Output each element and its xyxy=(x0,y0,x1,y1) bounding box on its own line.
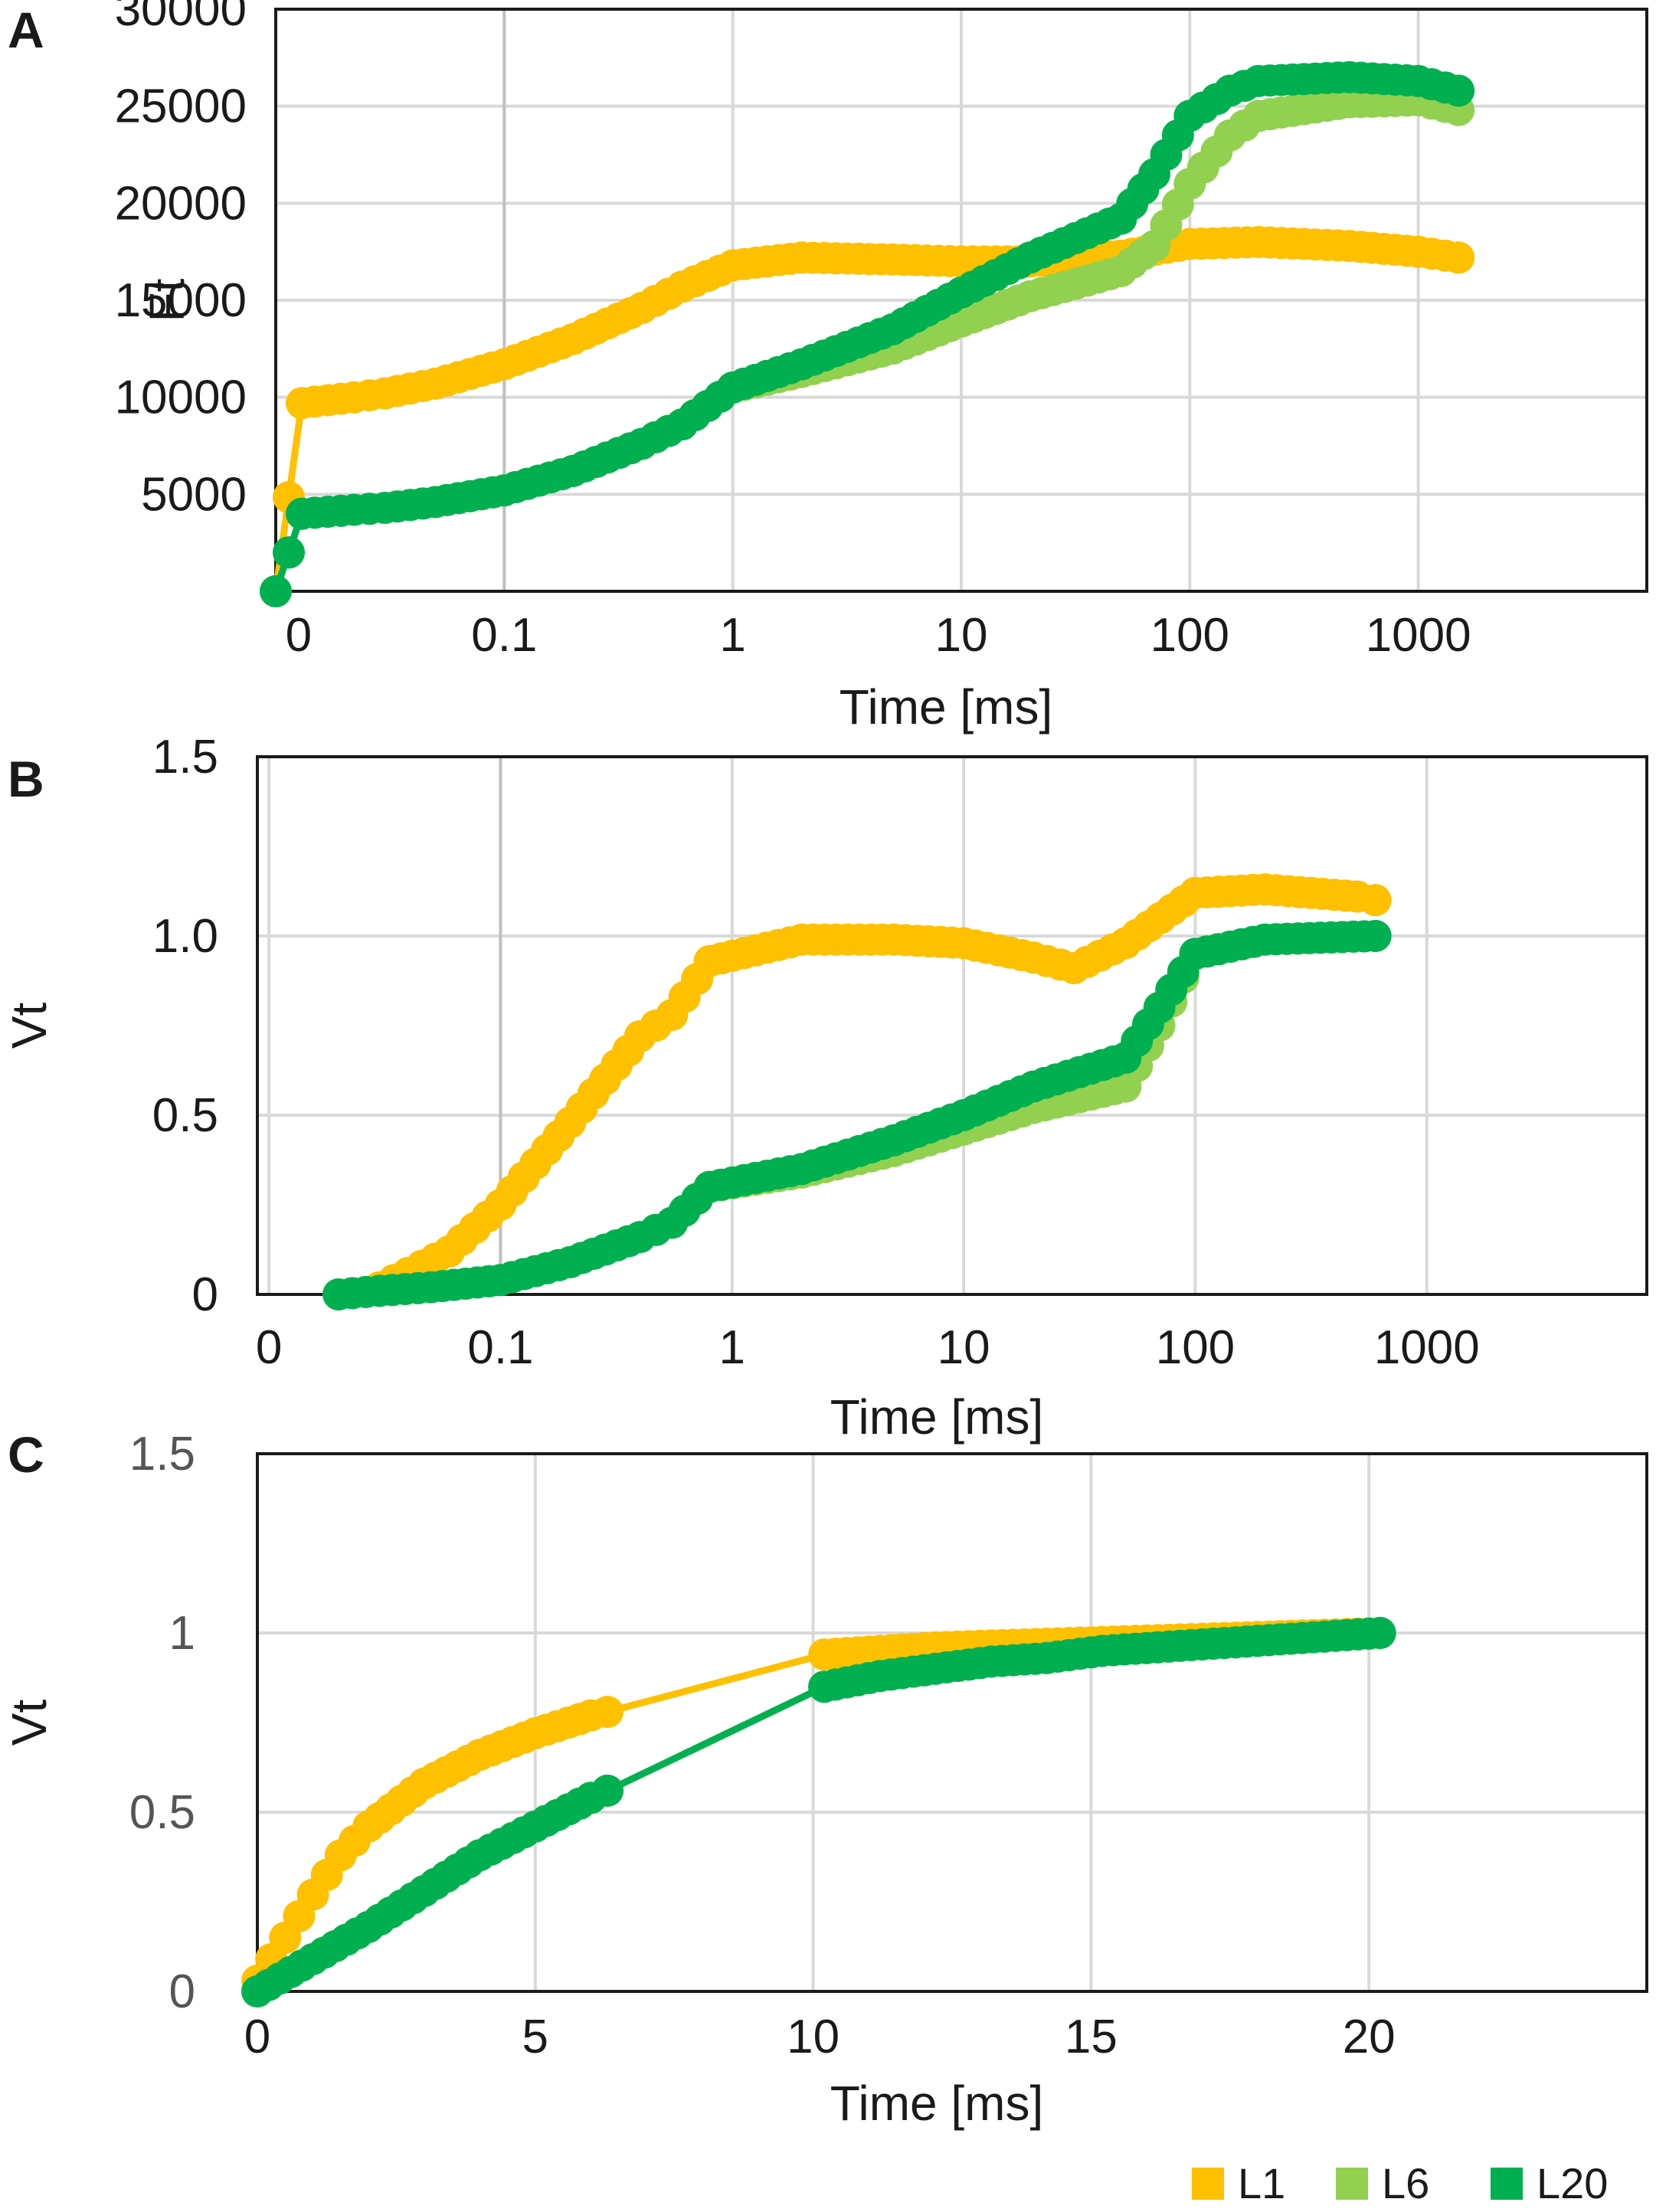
legend: L1 L6 L20 xyxy=(1192,2159,1608,2207)
y-tick-label: 1.0 xyxy=(152,910,218,963)
data-point-L1 xyxy=(591,1696,624,1728)
y-tick-label: 1.5 xyxy=(152,731,218,784)
y-tick-label: 30000 xyxy=(115,0,247,36)
x-tick-label: 10 xyxy=(938,1321,990,1374)
x-tick-label: 0 xyxy=(256,1321,282,1374)
series-L1 xyxy=(260,226,1475,607)
x-tick-label: 100 xyxy=(1156,1321,1235,1374)
x-tick-label: 0.1 xyxy=(471,609,537,662)
chart-panel-c: 0 0.5 1 1.5 0 5 10 15 20 Time [ms] Vt xyxy=(2,1428,1648,2131)
chart-panel-a: 5000 10000 15000 20000 25000 30000 0 0.1 1 10 100 1… xyxy=(115,0,1648,735)
y-tick-label: 15000 xyxy=(115,274,247,327)
x-tick-label: 20 xyxy=(1343,2011,1396,2063)
y-axis-label: Vt xyxy=(2,1700,57,1746)
data-point-L1 xyxy=(1359,884,1392,917)
plot-frame xyxy=(256,1452,1648,1993)
data-point-L20 xyxy=(273,536,305,569)
x-tick-label: 0.1 xyxy=(467,1321,533,1374)
data-point-L1 xyxy=(1442,241,1475,274)
x-tick-label: 1 xyxy=(719,609,745,662)
panel-label-b: B xyxy=(8,751,44,807)
y-tick-label: 10000 xyxy=(115,371,247,424)
x-tick-label: 15 xyxy=(1065,2011,1118,2063)
series-line-L1 xyxy=(272,238,1459,592)
x-tick-label: 0 xyxy=(286,609,312,662)
panel-label-c: C xyxy=(8,1426,44,1483)
chart-panel-b: 0 0.5 1.0 1.5 0 0.1 1 10 100 1000 Time [ms] Vt xyxy=(2,731,1648,1445)
legend-swatch-L20 xyxy=(1491,2168,1523,2200)
y-tick-label: 1.5 xyxy=(129,1428,195,1481)
data-point-L20 xyxy=(1363,1617,1396,1649)
panel-label-a: A xyxy=(8,2,44,58)
x-tick-label: 1000 xyxy=(1366,609,1471,662)
plot-frame xyxy=(256,755,1648,1296)
series-L20 xyxy=(260,61,1475,607)
x-tick-label: 0 xyxy=(244,2011,270,2063)
x-axis-label: Time [ms] xyxy=(830,1389,1044,1445)
x-tick-label: 1 xyxy=(719,1321,745,1374)
series-L20 xyxy=(241,1617,1396,2007)
data-point-L20 xyxy=(591,1774,624,1807)
legend-swatch-L1 xyxy=(1192,2168,1224,2200)
legend-label-L20: L20 xyxy=(1537,2159,1608,2207)
series-L20 xyxy=(322,920,1392,1311)
x-tick-label: 5 xyxy=(522,2011,548,2063)
data-point-L20 xyxy=(1359,920,1392,952)
y-tick-label: 0 xyxy=(192,1268,218,1321)
y-tick-label: 0.5 xyxy=(152,1089,218,1142)
y-axis-label: Vt xyxy=(2,1003,57,1049)
legend-label-L6: L6 xyxy=(1382,2159,1429,2207)
x-tick-label: 1000 xyxy=(1374,1321,1480,1374)
y-tick-label: 1 xyxy=(169,1607,195,1660)
data-point-L20 xyxy=(1442,74,1475,107)
plot-frame xyxy=(274,8,1648,593)
legend-swatch-L6 xyxy=(1336,2168,1368,2200)
y-tick-label: 25000 xyxy=(115,80,247,133)
x-tick-label: 10 xyxy=(935,609,988,662)
x-axis-label: Time [ms] xyxy=(839,679,1053,735)
x-axis-label: Time [ms] xyxy=(830,2076,1044,2131)
y-tick-label: 20000 xyxy=(115,177,247,230)
y-axis-label: Ft xyxy=(139,278,195,322)
y-tick-label: 0 xyxy=(169,1965,195,2018)
legend-label-L1: L1 xyxy=(1238,2159,1285,2207)
data-point-L20 xyxy=(260,575,292,607)
y-tick-label: 5000 xyxy=(141,468,247,521)
x-tick-label: 100 xyxy=(1150,609,1229,662)
y-tick-label: 0.5 xyxy=(129,1786,195,1839)
x-tick-label: 10 xyxy=(787,2011,839,2063)
